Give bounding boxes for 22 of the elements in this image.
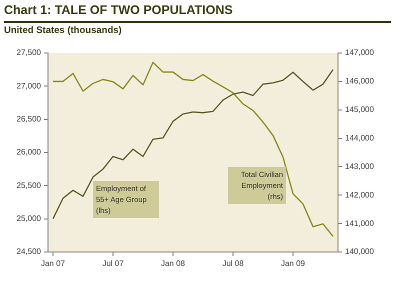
- y-tick-label: 27,500: [16, 48, 42, 58]
- y-tick-label: 26,000: [16, 148, 42, 157]
- y-tick-label: 27,000: [16, 81, 42, 90]
- y2-tick-label: 144,000: [345, 133, 374, 142]
- y2-tick-label: 141,000: [345, 218, 374, 228]
- y-tick-label: 24,500: [16, 247, 42, 256]
- y2-tick-label: 145,000: [345, 105, 374, 114]
- y2-tick-label: 142,000: [345, 190, 374, 200]
- y-tick-label: 25,500: [16, 180, 42, 190]
- y2-tick-label: 147,000: [345, 48, 374, 58]
- x-tick-label: Jul 07: [102, 259, 124, 268]
- y2-tick-label: 140,000: [345, 247, 374, 256]
- chart-subtitle: United States (thousands): [4, 25, 122, 36]
- y-tick-label: 26,500: [16, 114, 42, 124]
- y-tick-label: 25,000: [16, 214, 42, 224]
- x-tick-label: Jul 08: [222, 259, 244, 268]
- chart-title: Chart 1: TALE OF TWO POPULATIONS: [4, 3, 233, 17]
- y2-tick-label: 143,000: [345, 162, 374, 171]
- y2-tick-label: 146,000: [345, 76, 374, 86]
- x-tick-label: Jan 09: [280, 259, 306, 268]
- x-tick-label: Jan 07: [40, 259, 66, 268]
- x-tick-label: Jan 08: [160, 259, 186, 268]
